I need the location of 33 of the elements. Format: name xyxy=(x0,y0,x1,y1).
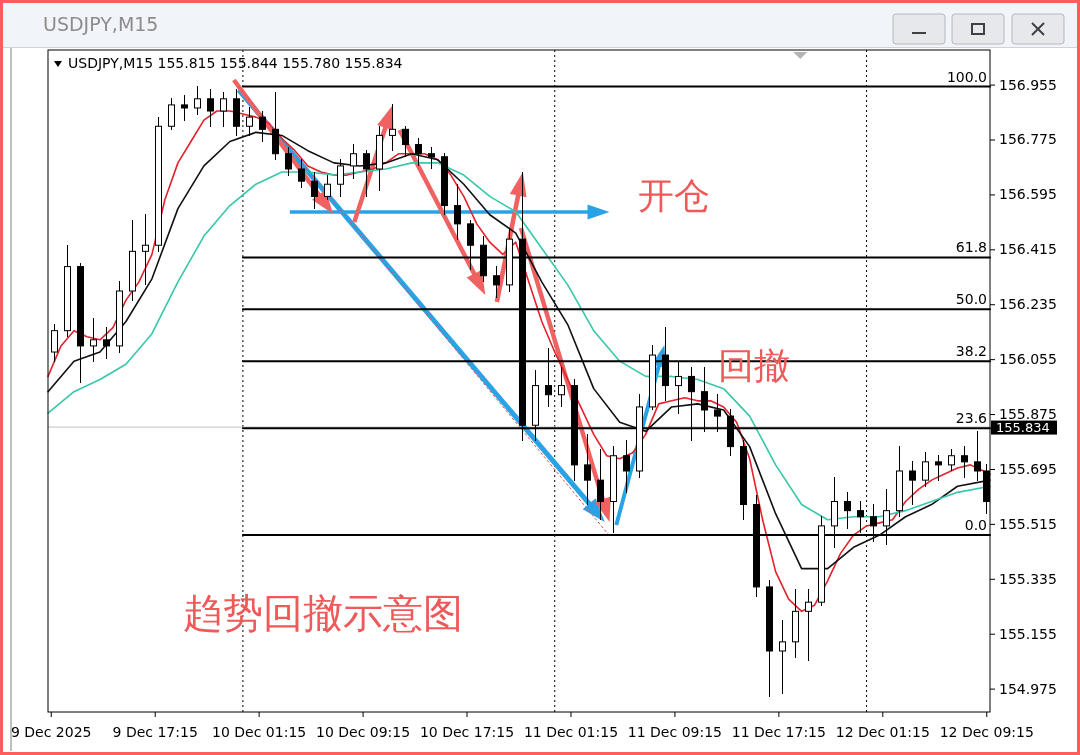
annotation: 开仓 xyxy=(638,174,711,216)
ytick-label: 156.595 xyxy=(999,186,1057,203)
xtick-label: 9 Dec 17:15 xyxy=(112,724,198,740)
ytick-label: 155.335 xyxy=(999,570,1057,587)
xtick-label: 11 Dec 01:15 xyxy=(523,724,619,740)
ytick-label: 156.055 xyxy=(999,351,1057,368)
legend-label: 61.8 xyxy=(955,239,987,256)
xtick-label: 10 Dec 01:15 xyxy=(212,724,307,740)
ytick-label: 156.235 xyxy=(999,296,1057,313)
subtitle: USDJPY,M15 155.815 155.844 155.780 155.834 xyxy=(68,55,403,71)
legend-label: 0.0 xyxy=(964,517,987,534)
title: USDJPY,M15 xyxy=(43,13,159,35)
xtick-label: 12 Dec 01:15 xyxy=(835,724,930,740)
legend-label: 23.6 xyxy=(955,410,987,427)
ytick-label: 155.155 xyxy=(999,625,1057,642)
ytick-label: 155.695 xyxy=(999,460,1057,477)
xtick-label: 11 Dec 17:15 xyxy=(731,724,826,740)
xtick-label: 9 Dec 2025 xyxy=(11,724,92,740)
annotation: 趋势回撤示意图 xyxy=(183,590,464,636)
ytick-label: 156.955 xyxy=(999,76,1057,93)
ref-line-label: 155.834 xyxy=(996,420,1050,436)
xtick-label: 11 Dec 09:15 xyxy=(627,724,722,740)
xtick-label: 10 Dec 17:15 xyxy=(419,724,515,740)
xtick-label: 12 Dec 09:15 xyxy=(939,724,1034,740)
ytick-label: 154.975 xyxy=(999,680,1057,697)
ytick-label: 155.875 xyxy=(999,406,1057,423)
legend-label: 38.2 xyxy=(955,343,987,360)
legend-label: 50.0 xyxy=(955,291,987,308)
ytick-label: 156.775 xyxy=(999,131,1057,148)
legend-label: 100.0 xyxy=(946,68,987,85)
ytick-label: 155.515 xyxy=(999,515,1057,532)
ytick-label: 156.415 xyxy=(999,241,1057,258)
xtick-label: 10 Dec 09:15 xyxy=(316,724,411,740)
